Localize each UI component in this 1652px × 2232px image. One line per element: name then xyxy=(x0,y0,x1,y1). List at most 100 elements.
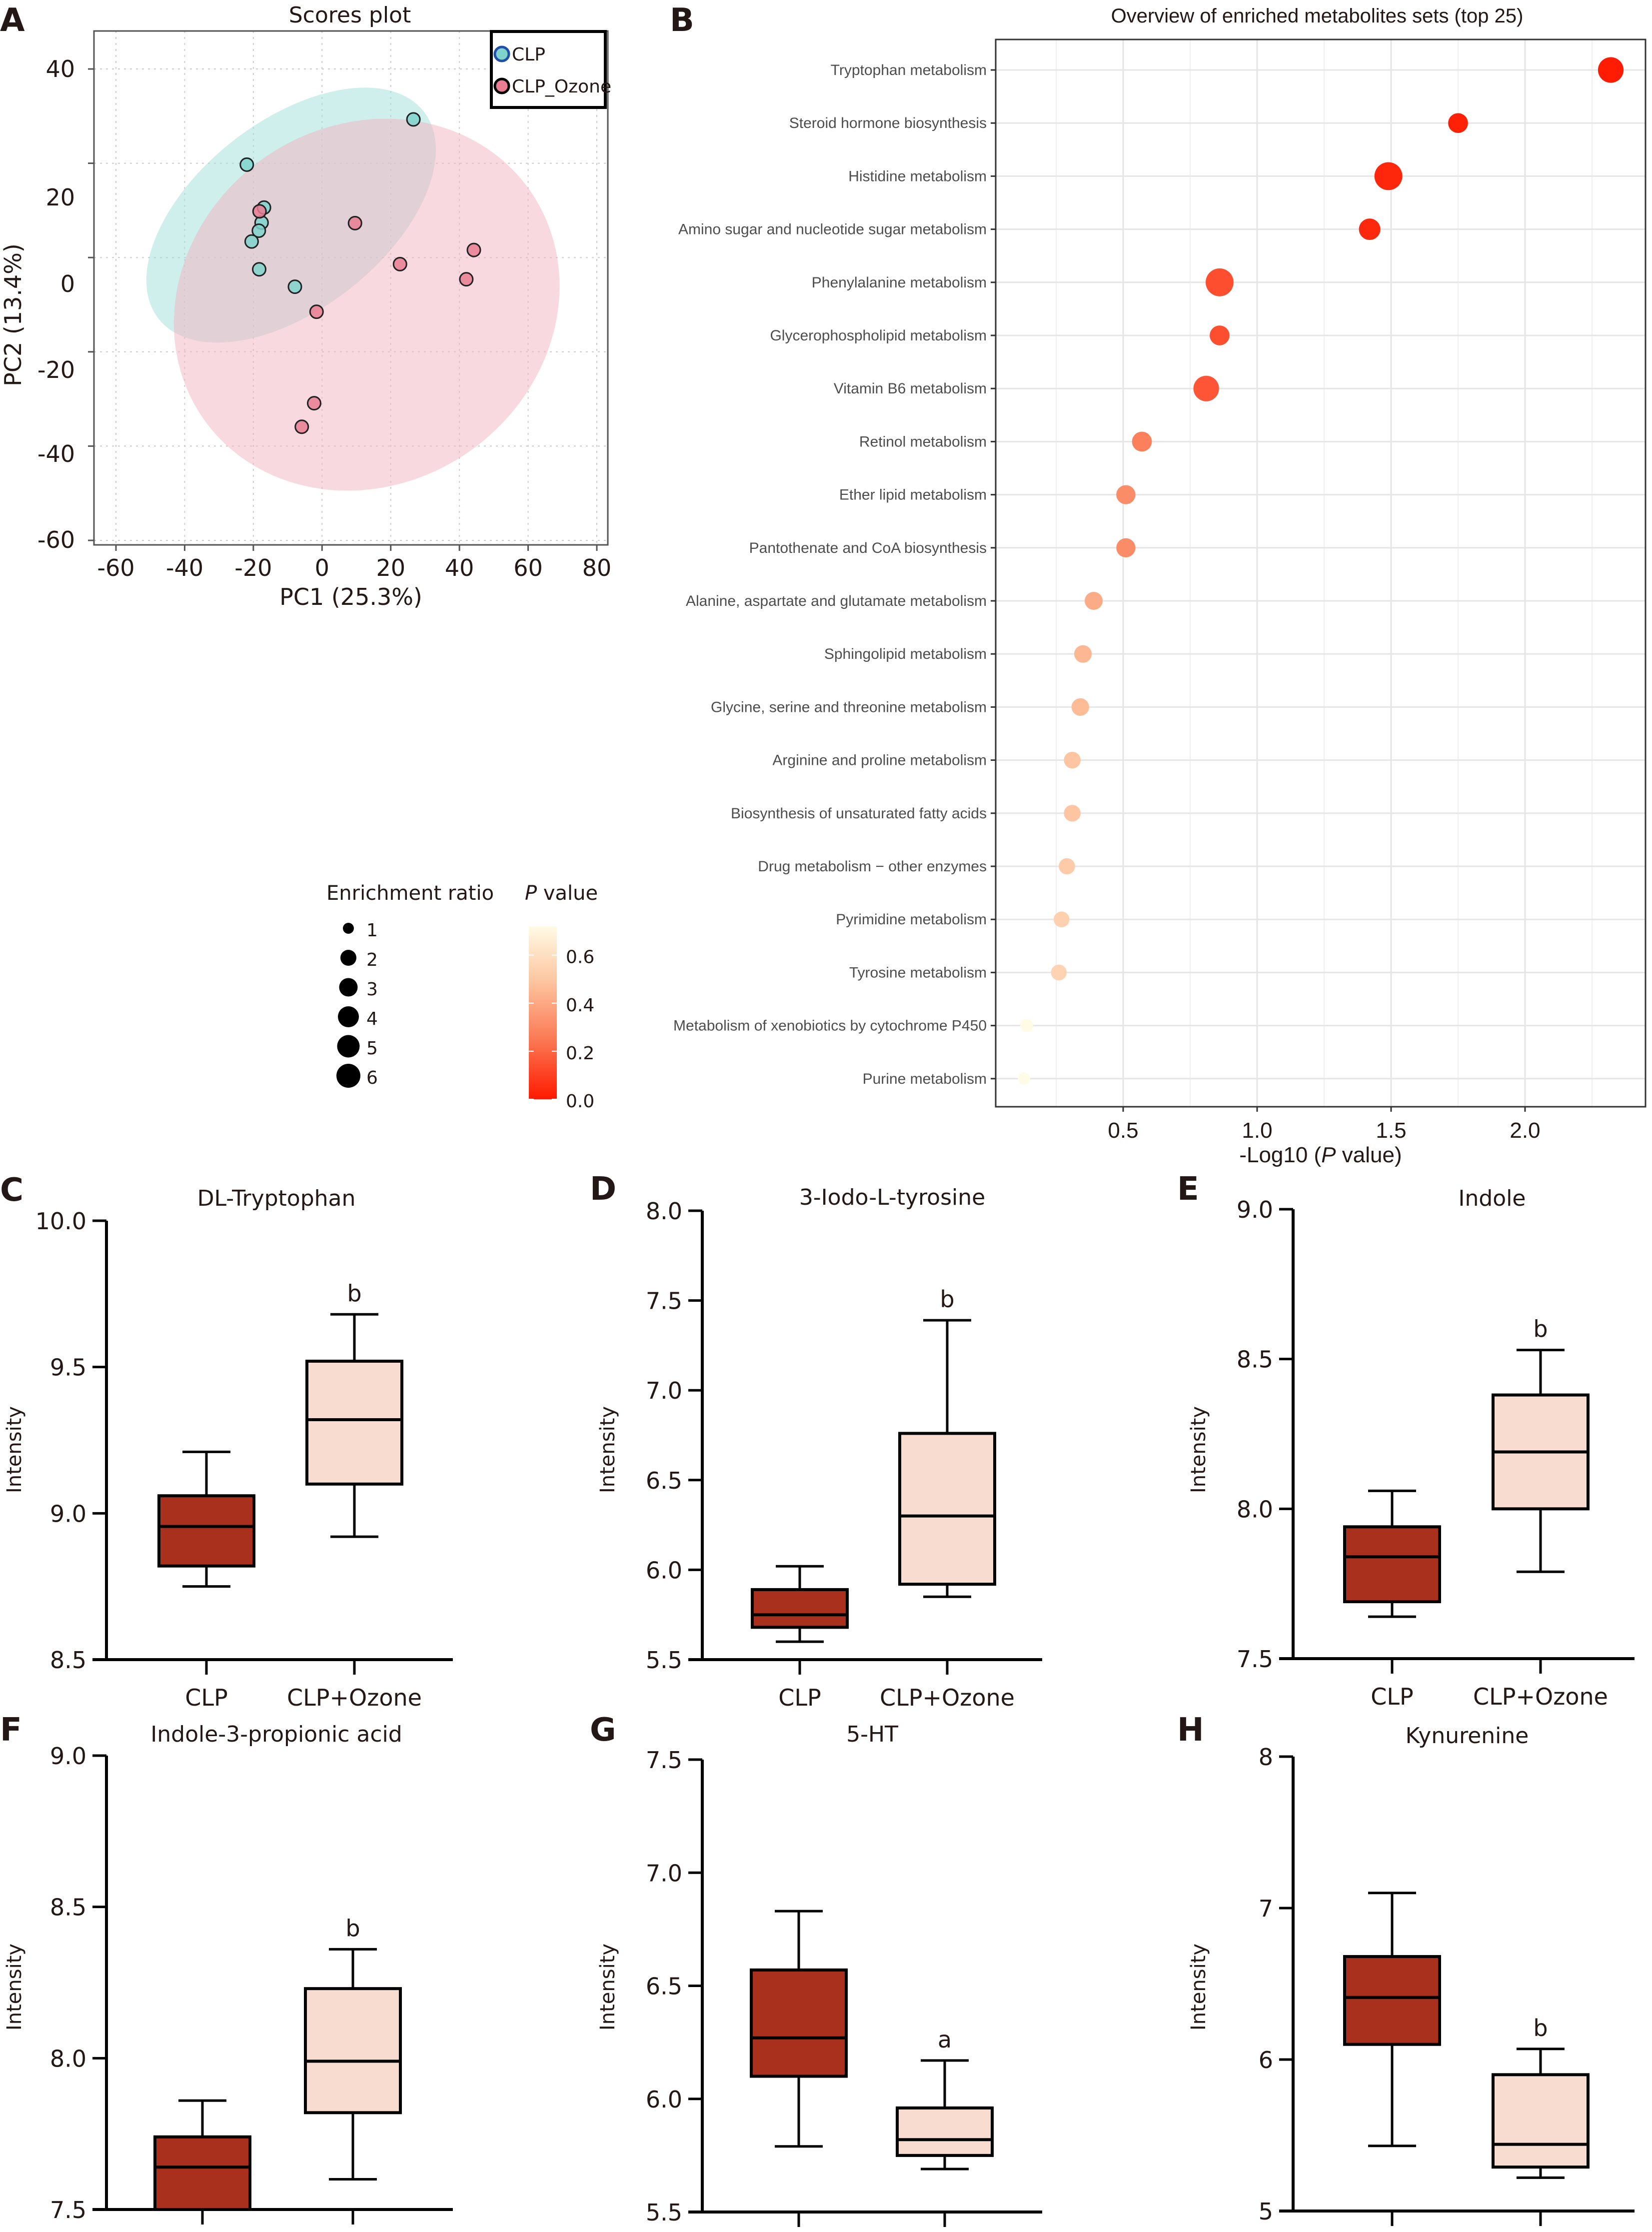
enrichment-dot xyxy=(1116,485,1136,504)
panel-label-e: E xyxy=(1177,1171,1199,1208)
enrichment-ratio-legend-dot xyxy=(337,1035,360,1058)
significance-marker: b xyxy=(345,1915,360,1942)
box-plot-y-tick-label: 9.0 xyxy=(50,1500,86,1527)
box-plot-y-tick-label: 8.5 xyxy=(1237,1346,1273,1373)
pca-point-clp xyxy=(251,223,266,238)
box-plot-title: Kynurenine xyxy=(1406,1723,1529,1749)
pca-point-clp xyxy=(239,157,254,172)
box-plot-x-tick-label: CLP+Ozone xyxy=(1473,1683,1608,1710)
legend-label-clp-ozone: CLP_Ozone xyxy=(512,76,611,97)
enrichment-x-tick-label: 1.5 xyxy=(1376,1118,1406,1143)
enrichment-dot xyxy=(1116,538,1136,557)
box-plot-y-axis-label: Intensity xyxy=(3,1944,26,2031)
pca-point-clp xyxy=(252,262,267,277)
enrichment-ratio-legend: Enrichment ratio 1 2 3 4 5 6 xyxy=(326,882,494,1088)
pca-y-tick-label: 0 xyxy=(60,270,75,297)
enrichment-ratio-legend-label: 2 xyxy=(366,950,378,970)
pca-point-clp xyxy=(406,112,421,127)
enrichment-x-tick-label: 0.5 xyxy=(1108,1118,1138,1143)
enrichment-category-label: Pyrimidine metabolism xyxy=(836,911,987,928)
box-plot-y-tick-label: 7.5 xyxy=(1237,1646,1273,1673)
enrichment-category-label: Drug metabolism − other enzymes xyxy=(758,858,987,875)
box-clp-ozone xyxy=(898,1432,996,1586)
box-plot-y-tick-label: 9.0 xyxy=(1237,1196,1273,1223)
legend-marker-clp-ozone xyxy=(493,77,510,94)
enrichment-category-label: Sphingolipid metabolism xyxy=(824,646,987,662)
enrichment-category-label: Tyrosine metabolism xyxy=(849,964,987,981)
panel-label-c: C xyxy=(0,1172,23,1209)
enrichment-category-label: Biosynthesis of unsaturated fatty acids xyxy=(731,805,987,822)
pca-x-tick-label: -20 xyxy=(234,554,272,581)
pca-y-tick-label: -20 xyxy=(37,356,75,383)
box-plot-y-tick-label: 6.5 xyxy=(646,1467,682,1494)
box-plot-y-tick-label: 7.0 xyxy=(646,1377,682,1404)
enrichment-dot xyxy=(1053,911,1070,927)
p-value-legend-tick-label: 0.2 xyxy=(566,1043,594,1064)
enrichment-ratio-legend-label: 4 xyxy=(366,1009,378,1029)
enrichment-category-label: Arginine and proline metabolism xyxy=(772,752,987,769)
pca-y-tick-label: -60 xyxy=(37,526,75,553)
box-plot-y-tick-label: 9.0 xyxy=(50,1743,86,1770)
enrichment-category-label: Tryptophan metabolism xyxy=(831,62,987,78)
pca-y-tick-label: 20 xyxy=(45,184,75,211)
clp-ozone-confidence-ellipse xyxy=(173,118,560,491)
pca-y-ticks: 40 20 0 -20 -40 -60 xyxy=(37,55,94,553)
enrichment-dot-plot: Overview of enriched metabolites sets (t… xyxy=(673,5,1647,1167)
enrichment-dot xyxy=(1051,964,1067,981)
box-clp-ozone xyxy=(304,1987,402,2115)
p-value-colorbar xyxy=(529,926,557,1099)
pca-x-tick-label: 60 xyxy=(513,554,543,581)
enrichment-ratio-legend-dot xyxy=(336,1064,360,1088)
enrichment-category-label: Pantothenate and CoA biosynthesis xyxy=(749,540,987,556)
box-plot-x-tick-label: CLP+Ozone xyxy=(287,1684,422,1711)
pca-x-tick-label: 20 xyxy=(376,554,405,581)
pca-point-clp-ozone xyxy=(294,419,309,434)
box-plot-title: Indole-3-propionic acid xyxy=(150,1722,402,1747)
enrichment-ratio-legend-label: 1 xyxy=(366,920,378,941)
panel-label-g: G xyxy=(590,1712,616,1749)
box-clp xyxy=(1343,1525,1441,1604)
pca-x-tick-label: -60 xyxy=(97,554,134,581)
box-plot-y-tick-label: 10.0 xyxy=(35,1208,86,1235)
box-plot-x-tick-label: CLP xyxy=(1371,1683,1414,1710)
enrichment-category-label: Amino sugar and nucleotide sugar metabol… xyxy=(678,221,987,238)
enrichment-dot xyxy=(1132,431,1152,452)
enrichment-category-label: Histidine metabolism xyxy=(848,168,987,184)
enrichment-category-label: Phenylalanine metabolism xyxy=(812,274,987,291)
pca-scores-plot: Scores plot -60 -40 -20 0 20 40 60 80 40200-20-… xyxy=(0,2,612,610)
significance-marker: a xyxy=(938,2026,952,2053)
enrichment-ratio-legend-dot xyxy=(338,1006,359,1027)
pca-ellipses xyxy=(146,87,560,491)
enrichment-ratio-legend-label: 3 xyxy=(366,979,378,1000)
box-plot-x-tick-label: CLP+Ozone xyxy=(880,1684,1015,1711)
box-clp xyxy=(750,1968,848,2078)
enrichment-category-label: Purine metabolism xyxy=(863,1071,987,1087)
pca-point-clp-ozone xyxy=(306,396,321,411)
enrichment-x-tick-label: 2.0 xyxy=(1510,1118,1540,1143)
box-plot-y-axis-label: Intensity xyxy=(1187,1944,1210,2031)
enrichment-category-label: Steroid hormone biosynthesis xyxy=(789,115,987,131)
pca-y-axis-label: PC2 (13.4%) xyxy=(0,243,26,386)
box-plot-y-axis-label: Intensity xyxy=(1187,1406,1210,1493)
pca-point-clp-ozone xyxy=(347,215,362,230)
box-plot-y-tick-label: 6.5 xyxy=(646,1973,682,2000)
box-plot-y-tick-label: 7.0 xyxy=(646,1860,682,1887)
enrichment-category-label: Metabolism of xenobiotics by cytochrome … xyxy=(673,1018,987,1034)
box-plot-y-axis-label: Intensity xyxy=(596,1944,619,2031)
pca-x-tick-label: 80 xyxy=(582,554,612,581)
enrichment-category-label: Ether lipid metabolism xyxy=(839,487,987,503)
box-plot-y-tick-label: 8.5 xyxy=(50,1894,86,1921)
enrichment-title: Overview of enriched metabolites sets (t… xyxy=(1111,5,1524,27)
box-plot-y-tick-label: 7.5 xyxy=(646,1288,682,1315)
pca-point-clp xyxy=(287,279,302,294)
pca-legend-box xyxy=(490,30,607,109)
box-clp xyxy=(751,1588,849,1629)
significance-marker: b xyxy=(1533,1316,1548,1343)
enrichment-ratio-legend-label: 6 xyxy=(366,1068,378,1088)
enrichment-category-label: Glycerophospholipid metabolism xyxy=(770,327,987,344)
panel-label-a: A xyxy=(0,2,25,39)
pca-y-tick-label: 40 xyxy=(45,55,75,82)
pca-points xyxy=(239,112,481,434)
